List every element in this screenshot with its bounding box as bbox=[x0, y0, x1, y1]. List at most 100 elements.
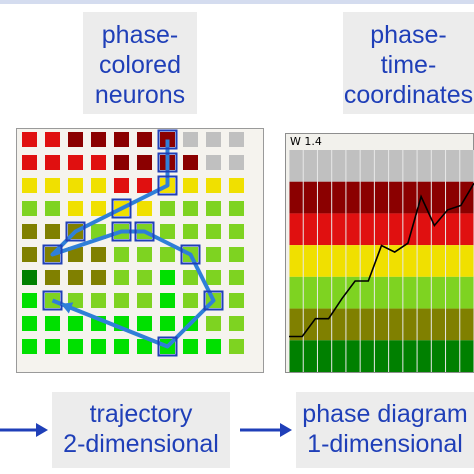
neuron-cell bbox=[206, 201, 221, 216]
neuron-cell bbox=[91, 247, 106, 262]
label-line: phase- bbox=[370, 21, 447, 49]
top-border bbox=[0, 0, 474, 4]
neuron-cell bbox=[22, 201, 37, 216]
neuron-cell bbox=[137, 339, 152, 354]
neuron-cell bbox=[160, 270, 175, 285]
trajectory-node-marker bbox=[157, 175, 178, 196]
neuron-cell bbox=[22, 132, 37, 147]
trajectory-node-marker bbox=[203, 290, 224, 311]
neuron-cell bbox=[45, 270, 60, 285]
neuron-cell bbox=[206, 316, 221, 331]
neuron-cell bbox=[114, 247, 129, 262]
neuron-cell bbox=[22, 224, 37, 239]
label-phase-time-coordinates: phase- time- coordinates bbox=[343, 12, 474, 114]
neuron-cell bbox=[229, 293, 244, 308]
neuron-cell bbox=[160, 316, 175, 331]
trajectory-node-marker bbox=[134, 221, 155, 242]
neuron-cell bbox=[45, 316, 60, 331]
neuron-cell bbox=[68, 155, 83, 170]
neuron-cell bbox=[183, 224, 198, 239]
phase-band bbox=[289, 213, 474, 246]
phase-series-line bbox=[289, 182, 474, 338]
neuron-cell bbox=[183, 201, 198, 216]
label-phase-colored-neurons: phase- colored neurons bbox=[83, 12, 197, 114]
trajectory-node-marker bbox=[157, 129, 178, 150]
trajectory-node-marker bbox=[180, 244, 201, 265]
neuron-cell bbox=[183, 155, 198, 170]
trajectory-node-marker bbox=[157, 152, 178, 173]
neuron-cell bbox=[114, 293, 129, 308]
neuron-grid bbox=[22, 129, 244, 357]
neuron-cell bbox=[137, 247, 152, 262]
neuron-cell bbox=[91, 293, 106, 308]
neuron-cell bbox=[137, 293, 152, 308]
neuron-cell bbox=[229, 155, 244, 170]
neuron-cell bbox=[137, 201, 152, 216]
neuron-cell bbox=[206, 247, 221, 262]
neuron-cell bbox=[229, 316, 244, 331]
label-line: coordinates bbox=[343, 81, 474, 109]
neuron-cell bbox=[45, 201, 60, 216]
label-line: trajectory bbox=[89, 400, 193, 428]
neuron-cell bbox=[229, 201, 244, 216]
neuron-cell bbox=[183, 339, 198, 354]
neuron-cell bbox=[22, 270, 37, 285]
neuron-cell bbox=[137, 316, 152, 331]
neuron-cell bbox=[68, 132, 83, 147]
neuron-cell bbox=[206, 270, 221, 285]
neuron-cell bbox=[160, 293, 175, 308]
neuron-cell bbox=[160, 201, 175, 216]
neuron-cell bbox=[45, 339, 60, 354]
neuron-cell bbox=[22, 155, 37, 170]
label-line: 2-dimensional bbox=[63, 430, 219, 458]
trajectory-node-marker bbox=[157, 336, 178, 357]
neuron-cell bbox=[160, 247, 175, 262]
neuron-cell bbox=[68, 178, 83, 193]
neuron-cell bbox=[68, 316, 83, 331]
trajectory-node-marker bbox=[42, 290, 63, 311]
neuron-cell bbox=[183, 178, 198, 193]
neuron-cell bbox=[137, 270, 152, 285]
neuron-cell bbox=[22, 247, 37, 262]
neuron-cell bbox=[114, 155, 129, 170]
label-trajectory-2d: trajectory 2-dimensional bbox=[52, 392, 230, 468]
window-title: W 1.4 bbox=[290, 135, 322, 148]
neuron-cell bbox=[206, 155, 221, 170]
neuron-cell bbox=[137, 155, 152, 170]
neuron-cell bbox=[229, 339, 244, 354]
neuron-cell bbox=[68, 247, 83, 262]
phase-time-plot bbox=[289, 150, 474, 372]
neuron-cell bbox=[22, 339, 37, 354]
phase-band bbox=[289, 308, 474, 341]
neuron-cell bbox=[229, 178, 244, 193]
trajectory-node-marker bbox=[111, 198, 132, 219]
neuron-cell bbox=[114, 178, 129, 193]
neuron-cell bbox=[206, 132, 221, 147]
arrow-right-icon bbox=[240, 423, 292, 437]
neuron-cell bbox=[183, 293, 198, 308]
neuron-cell bbox=[206, 339, 221, 354]
neuron-cell bbox=[183, 132, 198, 147]
neuron-cell bbox=[229, 132, 244, 147]
neuron-cell bbox=[22, 316, 37, 331]
trajectory-node-marker bbox=[65, 221, 86, 242]
neuron-cell bbox=[114, 132, 129, 147]
neuron-cell bbox=[45, 224, 60, 239]
neuron-cell bbox=[229, 224, 244, 239]
neuron-cell bbox=[137, 178, 152, 193]
phase-band bbox=[289, 245, 474, 277]
label-line: phase- bbox=[101, 21, 179, 49]
label-line: 1-dimensional bbox=[307, 430, 463, 458]
phase-band bbox=[289, 340, 474, 372]
neuron-cell bbox=[114, 270, 129, 285]
label-line: neurons bbox=[94, 81, 186, 109]
label-line: colored bbox=[99, 51, 181, 79]
neuron-cell bbox=[45, 132, 60, 147]
neuron-cell bbox=[22, 293, 37, 308]
neuron-cell bbox=[45, 178, 60, 193]
phase-band bbox=[289, 150, 474, 182]
neuron-cell bbox=[68, 339, 83, 354]
neuron-cell bbox=[114, 339, 129, 354]
neuron-cell bbox=[91, 270, 106, 285]
neuron-cell bbox=[91, 339, 106, 354]
